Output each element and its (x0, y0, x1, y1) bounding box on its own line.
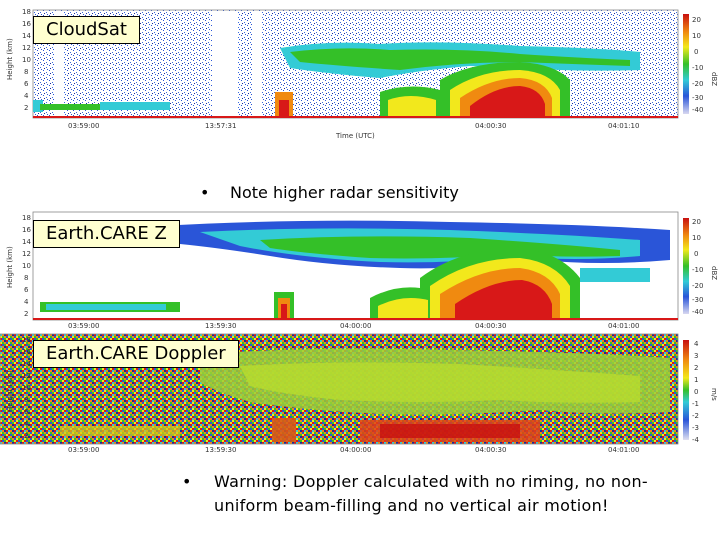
svg-text:2: 2 (24, 104, 28, 112)
svg-text:16: 16 (22, 348, 31, 356)
note-text: Note higher radar sensitivity (230, 183, 459, 202)
earthcare-doppler-colorbar (683, 340, 689, 440)
earthcare-doppler-x-tick: 04:01:00 (608, 446, 639, 454)
svg-text:-10: -10 (692, 64, 703, 72)
svg-text:10: 10 (692, 32, 701, 40)
svg-text:14: 14 (22, 360, 31, 368)
svg-text:12: 12 (22, 372, 31, 380)
earthcare-doppler-y-axis-label: Height (km) (6, 370, 14, 412)
cloudsat-panel: 18 16 14 12 10 8 6 4 2 Height (km) 03:59:00 13… (0, 0, 720, 140)
earthcare-doppler-x-tick: 04:00:00 (340, 446, 371, 454)
cloudsat-x-axis-label: Time (UTC) (335, 132, 375, 140)
svg-text:6: 6 (24, 286, 29, 294)
earthcare-z-x-tick: 03:59:00 (68, 322, 99, 330)
svg-text:-10: -10 (692, 266, 703, 274)
svg-text:12: 12 (22, 44, 31, 52)
svg-text:0: 0 (694, 250, 698, 258)
earthcare-z-panel: 18 16 14 12 10 8 6 4 2 Height (km) 03:59:00 13… (0, 208, 720, 332)
svg-text:2: 2 (694, 364, 698, 372)
warning-text-line2: uniform beam-filling and no vertical air… (214, 496, 609, 515)
svg-text:2: 2 (24, 432, 28, 440)
note-bullet: • Note higher radar sensitivity (200, 183, 620, 207)
svg-text:4: 4 (24, 420, 29, 428)
svg-text:8: 8 (24, 68, 28, 76)
cloudsat-x-tick: 04:00:30 (475, 122, 506, 130)
svg-text:6: 6 (24, 80, 29, 88)
svg-text:-4: -4 (692, 436, 700, 444)
earthcare-z-y-axis-label: Height (km) (6, 246, 14, 288)
svg-text:4: 4 (694, 340, 699, 348)
cloudsat-colorbar (683, 14, 689, 114)
earthcare-z-label: Earth.CARE Z (33, 220, 180, 248)
svg-text:-30: -30 (692, 94, 703, 102)
svg-text:4: 4 (24, 298, 29, 306)
bullet-marker: • (200, 183, 210, 202)
svg-text:20: 20 (692, 218, 701, 226)
svg-text:14: 14 (22, 32, 31, 40)
warning-text-line1: Warning: Doppler calculated with no rimi… (214, 472, 648, 491)
earthcare-doppler-x-tick: 04:00:30 (475, 446, 506, 454)
cloudsat-x-tick: 04:01:10 (608, 122, 639, 130)
cloudsat-colorbar-unit: dBZ (710, 72, 718, 86)
svg-text:18: 18 (22, 8, 31, 16)
svg-text:0: 0 (694, 388, 698, 396)
earthcare-z-x-tick: 13:59:30 (205, 322, 236, 330)
cloudsat-plot: 18 16 14 12 10 8 6 4 2 Height (km) 03:59:00 13… (6, 8, 718, 140)
svg-text:-40: -40 (692, 308, 703, 316)
cloudsat-y-axis-label: Height (km) (6, 38, 14, 80)
earthcare-z-x-tick: 04:01:00 (608, 322, 639, 330)
svg-text:18: 18 (22, 214, 31, 222)
svg-text:0: 0 (694, 48, 698, 56)
svg-text:-20: -20 (692, 282, 703, 290)
svg-text:-3: -3 (692, 424, 699, 432)
svg-text:-1: -1 (692, 400, 699, 408)
svg-text:20: 20 (692, 16, 701, 24)
svg-text:16: 16 (22, 226, 31, 234)
bullet-marker: • (182, 472, 192, 491)
earthcare-doppler-x-tick: 03:59:00 (68, 446, 99, 454)
svg-text:1: 1 (694, 376, 698, 384)
svg-text:16: 16 (22, 20, 31, 28)
warning-bullet: • Warning: Doppler calculated with no ri… (182, 472, 702, 522)
cloudsat-x-tick: 03:59:00 (68, 122, 99, 130)
svg-text:18: 18 (22, 336, 31, 344)
svg-text:6: 6 (24, 408, 29, 416)
svg-text:10: 10 (22, 384, 31, 392)
svg-text:-20: -20 (692, 80, 703, 88)
earthcare-z-plot: 18 16 14 12 10 8 6 4 2 Height (km) 03:59:00 13… (6, 211, 718, 330)
svg-text:8: 8 (24, 274, 28, 282)
svg-text:8: 8 (24, 396, 28, 404)
svg-text:12: 12 (22, 250, 31, 258)
earthcare-doppler-colorbar-unit: m/s (710, 388, 718, 401)
svg-text:10: 10 (692, 234, 701, 242)
svg-text:10: 10 (22, 56, 31, 64)
svg-text:10: 10 (22, 262, 31, 270)
svg-text:-2: -2 (692, 412, 699, 420)
earthcare-doppler-label: Earth.CARE Doppler (33, 340, 239, 368)
cloudsat-x-tick: 13:57:31 (205, 122, 236, 130)
svg-text:3: 3 (694, 352, 698, 360)
svg-text:4: 4 (24, 92, 29, 100)
svg-text:-30: -30 (692, 296, 703, 304)
svg-text:2: 2 (24, 310, 28, 318)
earthcare-doppler-x-tick: 13:59:30 (205, 446, 236, 454)
earthcare-z-x-tick: 04:00:30 (475, 322, 506, 330)
earthcare-z-x-tick: 04:00:00 (340, 322, 371, 330)
earthcare-z-colorbar-unit: dBZ (710, 266, 718, 280)
svg-text:14: 14 (22, 238, 31, 246)
cloudsat-label: CloudSat (33, 16, 140, 44)
earthcare-z-colorbar (683, 218, 689, 314)
svg-text:-40: -40 (692, 106, 703, 114)
